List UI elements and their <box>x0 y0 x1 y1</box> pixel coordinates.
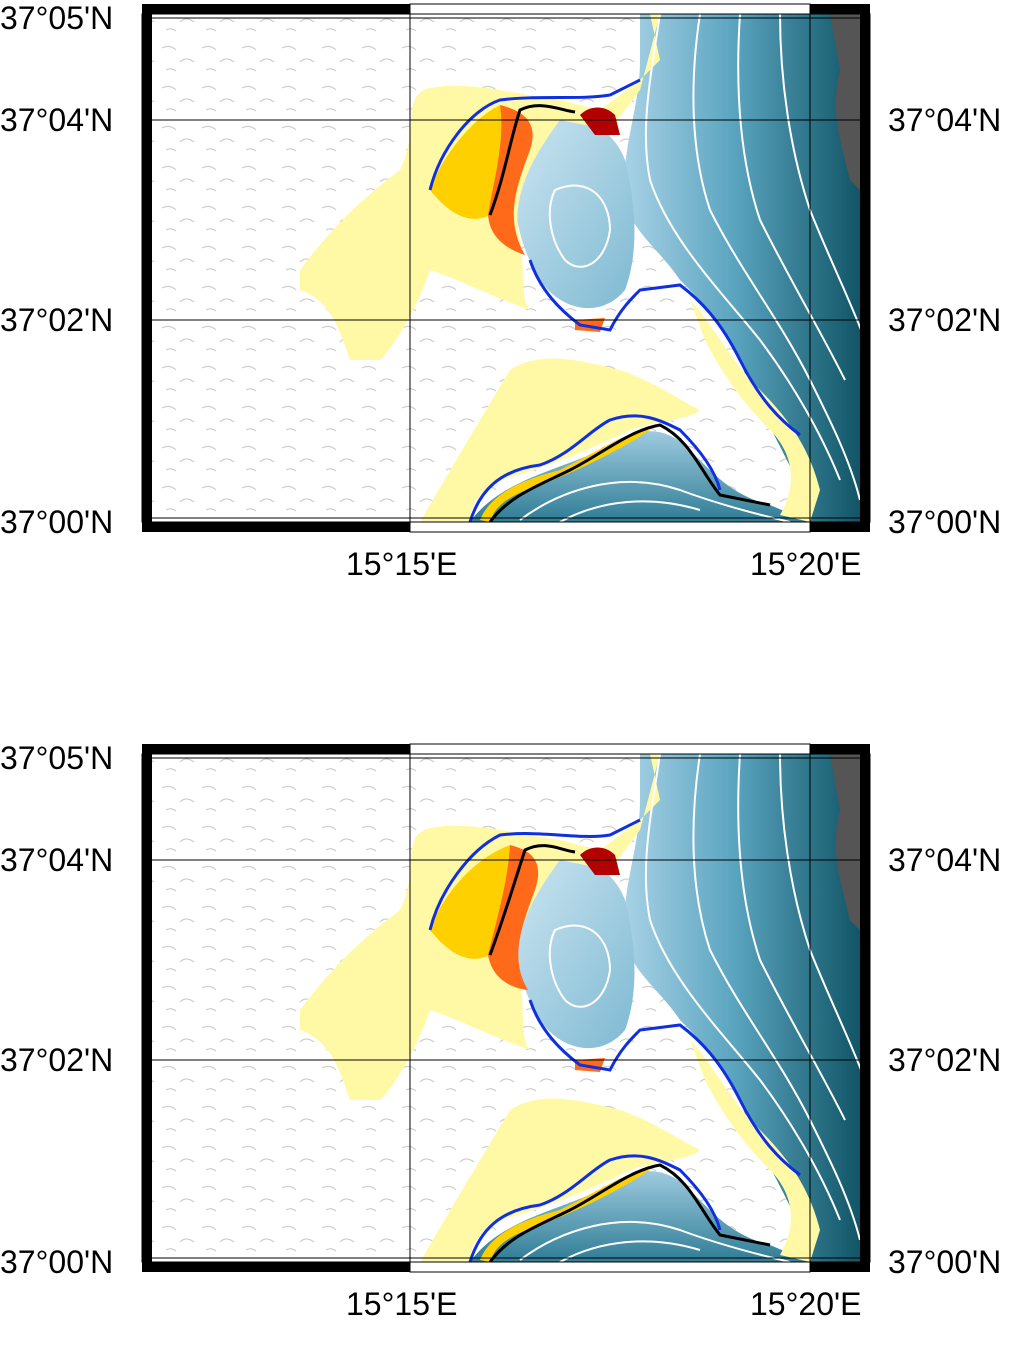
lat-label-left: 37°05'N <box>0 740 114 776</box>
lat-label-left: 37°04'N <box>0 842 114 878</box>
lat-label-right: 37°00'N <box>888 1244 1002 1280</box>
inundation-map-bottom <box>141 743 871 1273</box>
lat-label-right: 37°04'N <box>888 842 1002 878</box>
inundation-zone-east <box>690 1040 820 1262</box>
inundation-map-top <box>141 3 871 533</box>
inundation-zone-gold-south <box>480 1170 650 1262</box>
inundation-limit-blue <box>428 78 641 191</box>
coastline-black <box>488 104 576 216</box>
inundation-limit-blue-south <box>468 1154 722 1263</box>
inundation-zone-south <box>420 1098 700 1262</box>
inundation-zone-east <box>690 300 820 522</box>
graticule <box>142 754 870 1262</box>
lat-label-right: 37°04'N <box>888 102 1002 138</box>
inundation-zone-red <box>580 107 620 135</box>
bay-water <box>512 855 635 1049</box>
bathymetry-contours <box>519 753 866 1263</box>
sea-area <box>624 14 870 522</box>
lat-label-left: 37°04'N <box>0 102 114 138</box>
map-frame <box>141 3 871 533</box>
inundation-limit-blue <box>428 818 641 931</box>
lon-label: 15°20'E <box>750 546 862 582</box>
lat-label-left: 37°00'N <box>0 1244 114 1280</box>
map-frame <box>141 743 871 1273</box>
coastline-black <box>488 844 576 956</box>
coastline-black-south <box>488 423 771 523</box>
coastline-black-south <box>488 1163 771 1263</box>
map-panel-top: 37°05'N 37°04'N 37°02'N 37°00'N 37°04'N … <box>0 0 1014 600</box>
lon-label: 15°15'E <box>346 1286 458 1322</box>
inundation-zone-orange <box>488 105 533 255</box>
lat-label-right: 37°00'N <box>888 504 1002 540</box>
lat-label-right: 37°02'N <box>888 1042 1002 1078</box>
inundation-limit-blue-east <box>528 999 801 1177</box>
inundation-limit-blue-east <box>528 259 801 437</box>
inundation-limit-blue-south <box>468 414 722 523</box>
lat-label-left: 37°02'N <box>0 302 114 338</box>
graticule <box>142 14 870 522</box>
inundation-zone-south <box>420 358 700 522</box>
lat-label-right: 37°02'N <box>888 302 1002 338</box>
inundation-zone-gold-south <box>480 430 650 522</box>
map-panel-bottom: 37°05'N 37°04'N 37°02'N 37°00'N 37°04'N … <box>0 740 1014 1340</box>
inundation-zone-red <box>580 847 620 875</box>
inundation-zone-orange <box>488 845 539 990</box>
sea-area <box>624 754 870 1262</box>
lon-label: 15°15'E <box>346 546 458 582</box>
inundation-zone-gold <box>430 105 506 219</box>
bathymetry-contours <box>519 13 866 523</box>
lat-label-left: 37°02'N <box>0 1042 114 1078</box>
inundation-zone-gold <box>430 845 515 959</box>
bay-water <box>512 115 635 309</box>
lon-label: 15°20'E <box>750 1286 862 1322</box>
lat-label-left: 37°05'N <box>0 0 114 36</box>
lat-label-left: 37°00'N <box>0 504 114 540</box>
